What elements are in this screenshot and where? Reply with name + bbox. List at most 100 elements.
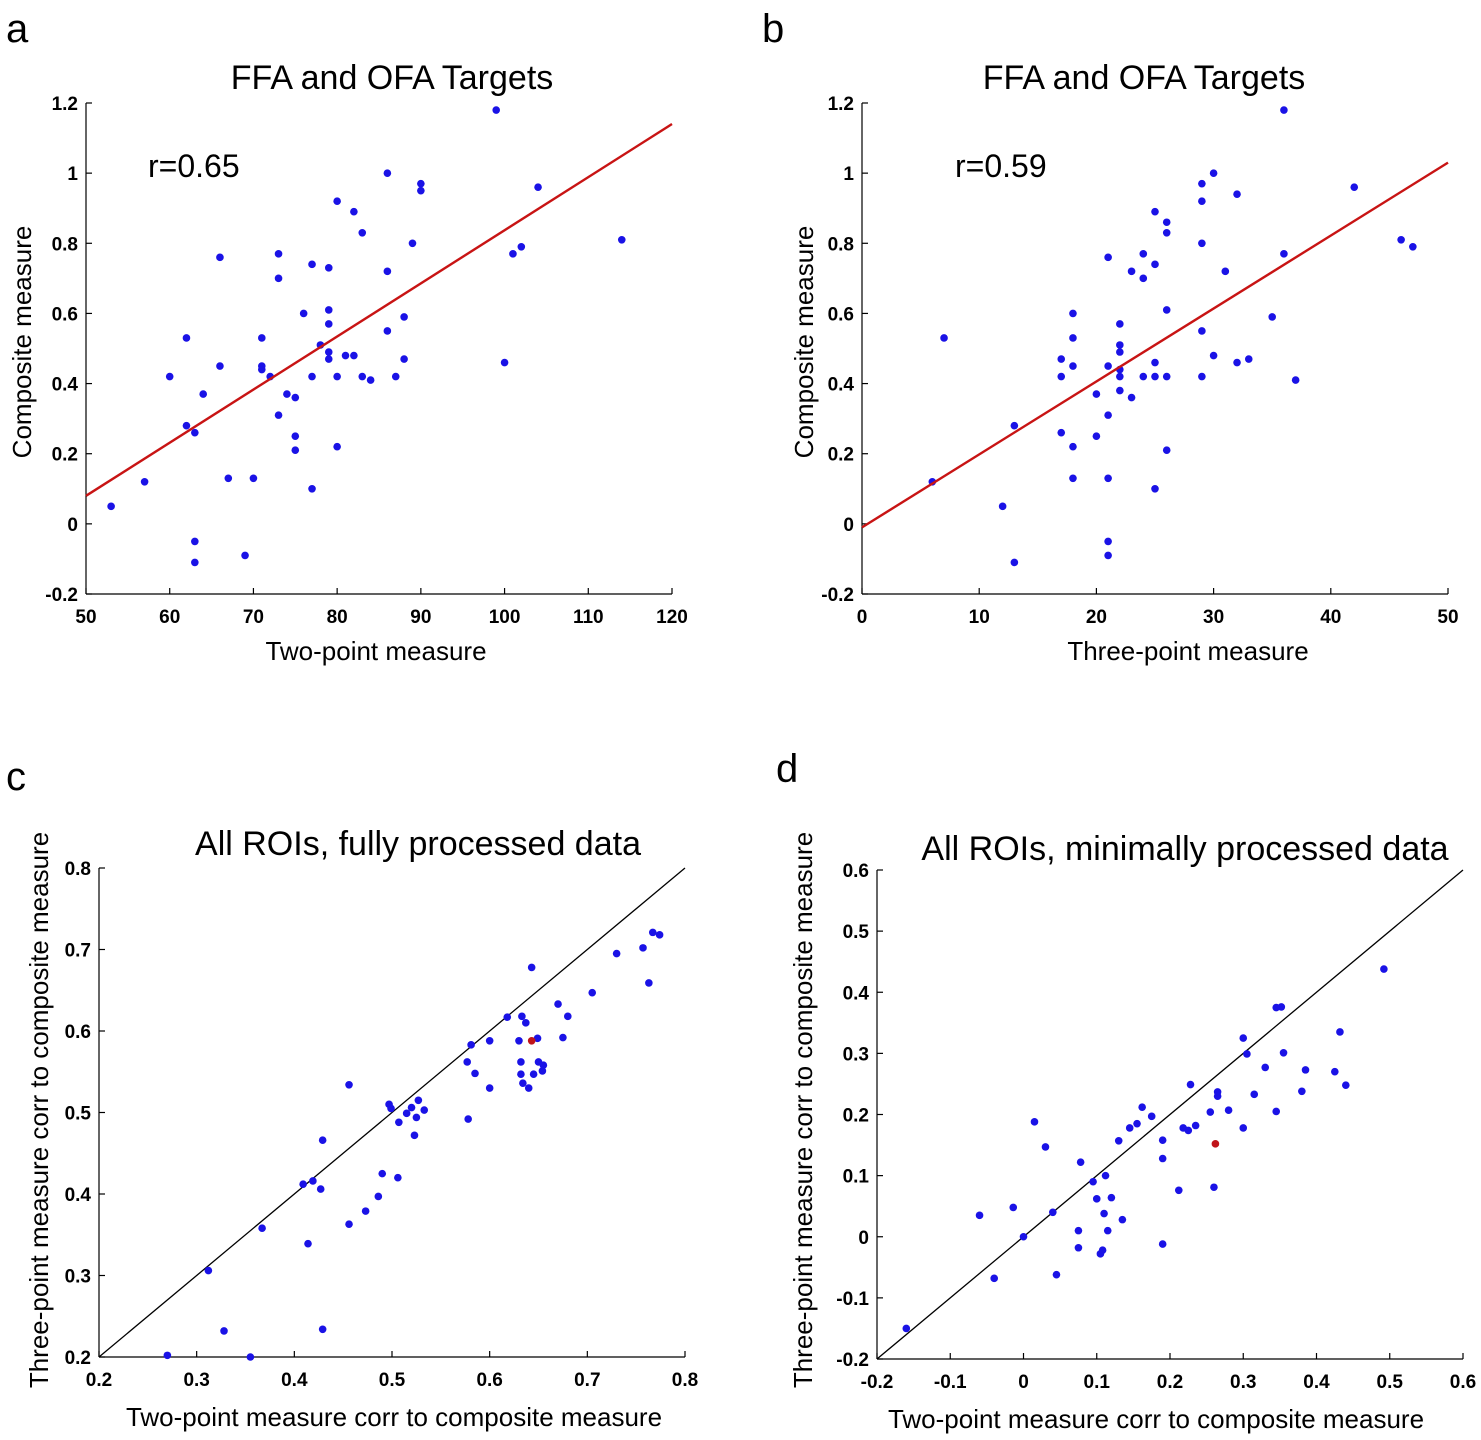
panel-d-data-point: [1092, 1195, 1101, 1203]
panel-c-xlabel: Two-point measure corr to composite meas…: [126, 1402, 662, 1432]
panel-a-data-point: [400, 313, 408, 321]
panel-b-fit-line: [861, 161, 1449, 529]
panel-c-y-tick-label: 0.5: [65, 1104, 92, 1125]
panel-c-data-point: [258, 1224, 266, 1233]
panel-b-data-point: [1092, 432, 1101, 440]
panel-b-data-point: [1244, 355, 1253, 363]
panel-d-x-tick-label: 0.6: [1450, 1372, 1476, 1393]
panel-b-data-point: [1233, 190, 1241, 198]
panel-d-data-point: [1125, 1124, 1134, 1132]
panel-a-x-tick-label: 50: [75, 607, 96, 628]
panel-d-data-point: [1250, 1090, 1259, 1099]
panel-c-y-tick-label: 0.2: [65, 1348, 91, 1369]
panel-c-x-tick-label: 0.6: [476, 1370, 502, 1391]
panel-b-data-point: [1198, 179, 1206, 188]
panel-d-data-point: [1191, 1121, 1200, 1130]
panel-d-data-point: [1158, 1240, 1167, 1248]
panel-c-data-point: [345, 1220, 353, 1228]
panel-d-x-tick-label: -0.2: [861, 1372, 894, 1393]
panel-d-data-point: [1336, 1028, 1344, 1036]
panel-b-data-point: [1162, 306, 1171, 314]
panel-c-identity-line: [98, 867, 686, 1358]
panel-c-x-tick-label: 0.2: [86, 1370, 112, 1391]
panel-d-data-point: [1107, 1193, 1116, 1202]
panel-c-data-point: [345, 1080, 353, 1089]
panel-b-data-point: [1409, 242, 1417, 251]
panel-b-data-point: [1268, 313, 1276, 321]
panel-b-data-point: [1069, 334, 1077, 342]
panel-d-y-tick-label: -0.1: [836, 1289, 869, 1310]
panel-b-data-point: [1233, 358, 1241, 367]
panel-c-data-point: [378, 1169, 387, 1178]
panel-d-data-point: [1298, 1087, 1306, 1096]
panel-d-data-point: [1206, 1108, 1215, 1116]
panel-a-y-tick-label: 0.8: [52, 234, 78, 255]
panel-a-data-point: [191, 428, 199, 437]
panel-c-data-point: [463, 1058, 472, 1066]
panel-a-x-tick-label: 90: [410, 607, 431, 628]
panel-c-data-point: [518, 1012, 526, 1021]
panel-d-data-point: [1331, 1067, 1339, 1076]
panel-a-data-point: [140, 477, 149, 486]
panel-c-highlight-point: [527, 1036, 536, 1045]
panel-d-data-point: [1213, 1088, 1222, 1096]
panel-d-x-tick-label: 0.2: [1157, 1372, 1183, 1393]
panel-b-data-point: [1209, 351, 1218, 360]
panel-b-ylabel: Composite measure: [789, 226, 819, 459]
panel-a-data-point: [249, 474, 258, 483]
panel-c-data-point: [559, 1033, 567, 1042]
panel-b-data-point: [1280, 250, 1288, 258]
panel-c-title: All ROIs, fully processed data: [195, 825, 641, 863]
panel-b-data-point: [1057, 372, 1066, 381]
panel-c-y-tick-label: 0.4: [65, 1185, 92, 1206]
panel-d-y-tick-label: 0.4: [843, 983, 870, 1004]
panel-a-data-point: [534, 183, 542, 191]
panel-b-data-point: [1151, 372, 1159, 381]
panel-a-fit-line: [85, 123, 673, 497]
panel-d-x-tick-label: 0.1: [1084, 1372, 1111, 1393]
panel-d-data-point: [1380, 965, 1388, 973]
panel-c-ylabel: Three-point measure corr to composite me…: [24, 832, 54, 1388]
panel-a-data-point: [366, 376, 375, 384]
panel-d-letter: d: [776, 747, 798, 791]
panel-b-x-tick-label: 50: [1437, 607, 1458, 628]
panel-d-data-point: [1103, 1226, 1112, 1235]
panel-c-data-point: [564, 1012, 572, 1021]
panel-a-x-tick-label: 110: [573, 607, 604, 628]
panel-b-data-point: [1104, 253, 1112, 262]
panel-b-data-point: [1116, 386, 1124, 395]
panel-d-data-point: [1184, 1126, 1193, 1135]
panel-a-data-point: [308, 484, 316, 493]
panel-a-y-tick-label: 1.2: [52, 94, 78, 115]
panel-a-x-tick-label: 120: [656, 607, 688, 628]
panel-a-y-tick-label: -0.2: [45, 585, 78, 606]
panel-d-data-point: [1147, 1112, 1156, 1121]
panel-c-data-point: [533, 1034, 542, 1043]
panel-d-data-point: [1030, 1118, 1039, 1126]
panel-b-x-tick-label: 20: [1086, 607, 1107, 628]
panel-c-data-point: [394, 1173, 402, 1182]
panel-c-data-point: [485, 1084, 494, 1092]
panel-a-data-point: [216, 362, 224, 370]
panel-d-y-tick-label: 0: [858, 1228, 869, 1249]
panel-c-data-point: [163, 1351, 172, 1360]
panel-a-y-tick-label: 0.4: [52, 375, 79, 396]
panel-d-y-tick-label: 0.2: [843, 1106, 869, 1127]
panel-d-y-tick-label: 0.3: [843, 1044, 869, 1065]
panel-d-data-point: [1118, 1215, 1127, 1224]
panel-d-data-point: [1133, 1119, 1141, 1128]
panel-a-data-point: [383, 267, 392, 276]
panel-c-data-point: [412, 1113, 421, 1122]
panel-d-data-point: [1074, 1226, 1083, 1235]
panel-c-data-point: [554, 1000, 562, 1008]
panel-a-data-point: [509, 250, 517, 258]
panel-d-xlabel: Two-point measure corr to composite meas…: [888, 1404, 1424, 1434]
panel-b-data-point: [1350, 183, 1359, 191]
panel-a-data-point: [350, 207, 358, 216]
panel-a-r-annotation: r=0.65: [148, 148, 240, 184]
panel-b-data-point: [1162, 218, 1171, 227]
panel-a-data-point: [291, 432, 300, 440]
panel-b-y-tick-label: 1.2: [828, 94, 854, 115]
panel-c-data-point: [539, 1061, 548, 1070]
